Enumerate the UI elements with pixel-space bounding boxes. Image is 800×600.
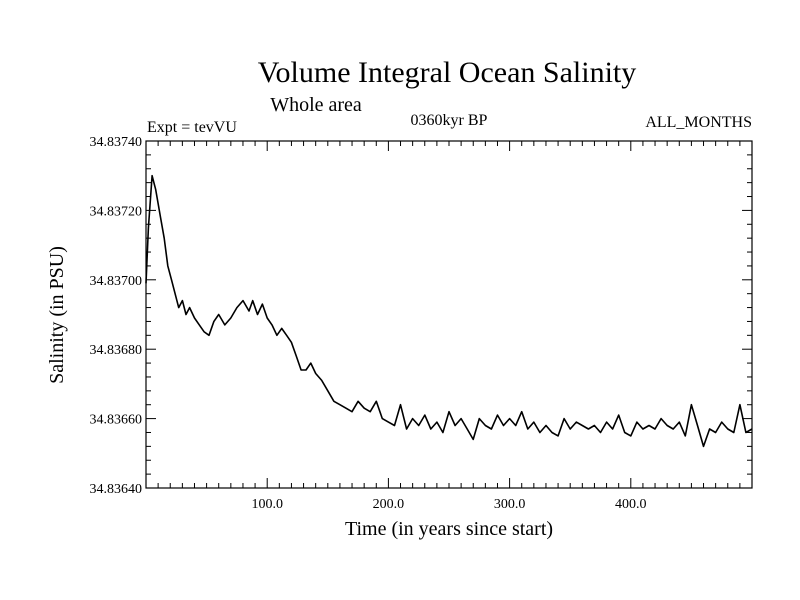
x-tick-label: 100.0 bbox=[251, 497, 283, 512]
x-axis-label: Time (in years since start) bbox=[345, 518, 553, 540]
y-tick-label: 34.83640 bbox=[90, 482, 143, 497]
months-label: ALL_MONTHS bbox=[645, 114, 752, 131]
series-line bbox=[145, 174, 753, 448]
experiment-label: Expt = tevVU bbox=[147, 119, 237, 136]
period-label: 0360kyr BP bbox=[411, 112, 488, 129]
y-tick-label: 34.83680 bbox=[90, 343, 143, 358]
x-tick-label: 400.0 bbox=[615, 497, 647, 512]
plot-frame bbox=[145, 140, 753, 489]
chart-title: Volume Integral Ocean Salinity bbox=[258, 56, 637, 89]
y-tick-label: 34.83740 bbox=[90, 135, 143, 150]
x-tick-label: 200.0 bbox=[373, 497, 405, 512]
y-tick-label: 34.83720 bbox=[90, 204, 143, 219]
x-tick-label: 300.0 bbox=[494, 497, 526, 512]
y-tick-label: 34.83660 bbox=[90, 413, 143, 428]
chart-subtitle: Whole area bbox=[270, 94, 362, 116]
y-axis-label: Salinity (in PSU) bbox=[46, 246, 68, 384]
y-tick-label: 34.83700 bbox=[90, 274, 143, 289]
